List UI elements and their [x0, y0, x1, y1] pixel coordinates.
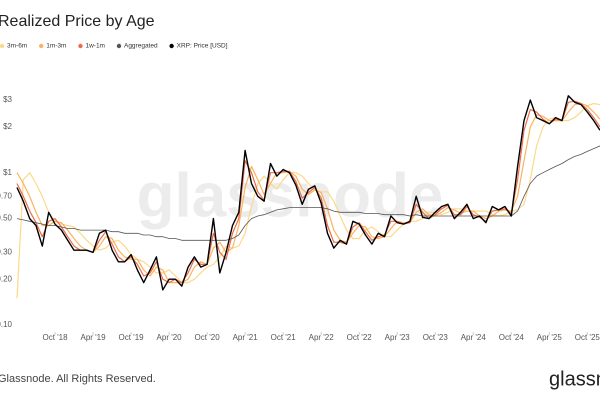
series-line — [16, 145, 600, 241]
x-tick-label: Apr '22 — [309, 333, 335, 342]
y-tick-label: $0.10 — [0, 320, 13, 329]
y-tick-label: $1 — [3, 168, 12, 177]
logo: glassnode — [549, 368, 600, 390]
legend-marker — [116, 43, 122, 49]
legend-label[interactable]: XRP: Price [USD] — [177, 43, 228, 50]
legend: 3m-6m 1m-3m 1w-1m Aggregated XRP: Price [USD… — [0, 43, 228, 50]
y-tick-label: $3 — [3, 95, 12, 104]
x-tick-label: Oct '19 — [119, 333, 145, 342]
legend-label[interactable]: 1w-1m — [85, 43, 105, 50]
series-line — [16, 100, 600, 284]
footer: Glassnode. All Rights Reserved. — [0, 373, 156, 385]
chart-title: Realized Price by Age — [0, 13, 155, 30]
y-tick-label: $0.50 — [0, 214, 13, 223]
legend-marker — [39, 43, 44, 49]
legend-marker — [0, 43, 5, 49]
y-tick-label: $0.30 — [0, 247, 13, 256]
legend-marker — [78, 43, 83, 49]
y-tick-label: $2 — [3, 122, 12, 131]
legend-label[interactable]: 3m-6m — [7, 43, 27, 50]
x-tick-label: Apr '21 — [233, 333, 259, 342]
series-line — [16, 102, 600, 284]
x-tick-label: Apr '25 — [537, 333, 563, 342]
x-tick-label: Apr '24 — [461, 333, 487, 342]
plot-area — [16, 95, 600, 335]
x-tick-label: Apr '23 — [385, 333, 411, 342]
y-tick-label: $0.70 — [0, 191, 13, 200]
x-tick-label: Apr '20 — [157, 333, 183, 342]
y-tick-label: $0.20 — [0, 274, 13, 283]
x-tick-label: Oct '21 — [271, 333, 297, 342]
x-tick-label: Oct '20 — [195, 333, 221, 342]
series-line — [16, 95, 600, 291]
legend-label[interactable]: Aggregated — [124, 43, 158, 50]
legend-marker — [169, 43, 174, 49]
legend-label[interactable]: 1m-3m — [46, 43, 66, 50]
x-tick-label: Oct '23 — [423, 333, 449, 342]
x-tick-label: Oct '22 — [347, 333, 373, 342]
x-tick-label: Oct '25 — [575, 333, 600, 342]
x-tick-label: Oct '18 — [42, 333, 68, 342]
x-tick-label: Apr '19 — [80, 333, 106, 342]
x-tick-label: Oct '24 — [499, 333, 525, 342]
